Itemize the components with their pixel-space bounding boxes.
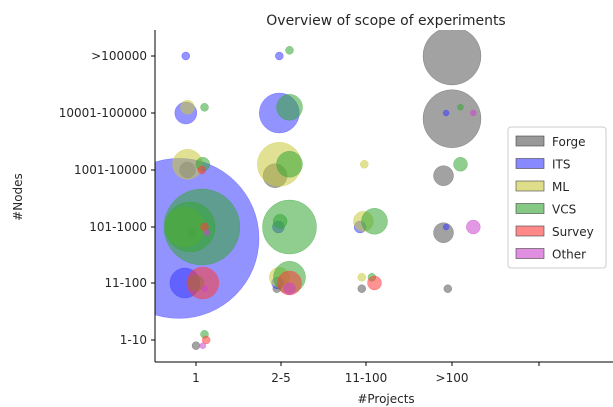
bubble-survey (367, 275, 382, 291)
bubble-ml (357, 273, 367, 282)
bubble-other (203, 229, 211, 236)
y-tick-label: 1-10 (120, 333, 147, 347)
legend-swatch-other (515, 248, 545, 259)
bubble-vcs (276, 151, 303, 178)
bubble-its (442, 223, 450, 231)
bubble-ml (360, 160, 369, 169)
x-tick-label: 1 (192, 371, 200, 385)
bubble-vcs (457, 104, 464, 111)
bubble-other (470, 109, 477, 117)
bubble-vcs (262, 199, 317, 255)
legend-label-vcs: VCS (552, 203, 576, 217)
bubble-ml (180, 100, 195, 115)
y-axis-label: #Nodes (11, 173, 25, 221)
y-tick-label: 11-100 (104, 276, 147, 290)
x-tick-label: >100 (436, 371, 469, 385)
y-tick-label: 10001-100000 (59, 106, 147, 120)
legend-swatch-its (515, 158, 545, 169)
y-tick-label: >100000 (91, 49, 147, 63)
chart-axes: 1 2-5 11-100 >100 1-10 11-100 101-1000 1001-100… (59, 30, 613, 385)
bubble-vcs (200, 103, 209, 112)
x-tick-label: 2-5 (271, 371, 291, 385)
legend-label-other: Other (552, 248, 586, 262)
legend-label-survey: Survey (552, 225, 594, 239)
legend-swatch-vcs (515, 203, 545, 214)
legend-label-its: ITS (552, 158, 571, 172)
bubble-forge (357, 284, 367, 293)
legend-swatch-forge (515, 135, 545, 147)
chart-legend: Forge ITS ML VCS Survey Other (507, 126, 607, 269)
bubble-vcs (453, 157, 468, 172)
bubble-its (275, 51, 284, 61)
legend-label-forge: Forge (552, 135, 586, 149)
x-axis-label: #Projects (357, 392, 414, 406)
bubble-forge (422, 30, 482, 86)
bubble-other (201, 285, 208, 292)
bubble-other (466, 219, 481, 235)
bubble-survey (201, 335, 211, 345)
bubble-forge (433, 165, 454, 186)
y-tick-label: 101-1000 (89, 220, 147, 234)
legend-swatch-survey (515, 225, 545, 237)
bubble-vcs (164, 201, 216, 253)
bubble-forge (191, 341, 201, 350)
y-tick-label: 1001-10000 (74, 163, 147, 177)
chart-marks (155, 30, 482, 350)
bubble-vcs (285, 46, 294, 55)
bubble-survey (186, 266, 220, 300)
legend-label-ml: ML (552, 180, 569, 194)
bubble-its (442, 109, 450, 117)
legend-swatch-ml (515, 180, 545, 192)
bubble-vcs (272, 214, 288, 229)
series-other (199, 109, 481, 349)
x-tick-label: 11-100 (345, 371, 388, 385)
bubble-forge (443, 284, 453, 293)
chart-title: Overview of scope of experiments (266, 13, 505, 29)
bubble-survey (197, 165, 207, 175)
bubble-its (181, 51, 191, 61)
bubble-vcs (361, 208, 388, 235)
bubble-vcs (276, 94, 303, 121)
bubble-other (199, 342, 207, 349)
bubble-other (283, 282, 296, 295)
bubble-forge (422, 89, 482, 148)
